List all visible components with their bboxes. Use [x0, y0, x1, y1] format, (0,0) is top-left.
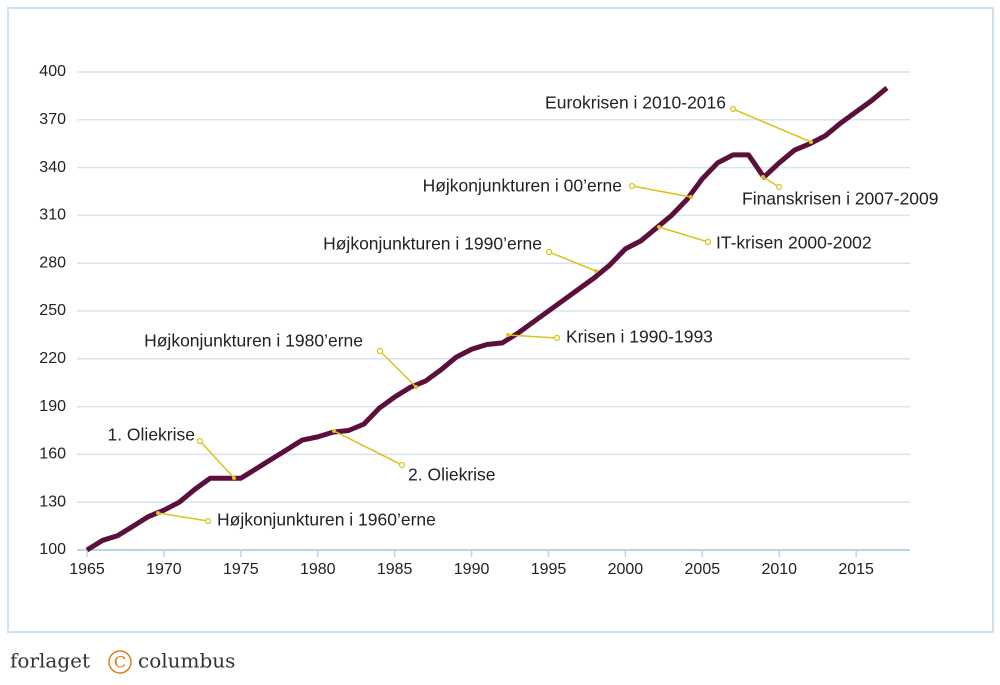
annotation-leader: [548, 251, 597, 272]
annotation-dot: [689, 195, 693, 199]
annotation-leader: [762, 176, 780, 188]
annotation: Højkonjunkturen i 1960’erne: [217, 510, 436, 530]
frame: [7, 7, 994, 633]
annotation: Højkonjunkturen i 1990’erne: [323, 234, 542, 254]
y-tick-label: 100: [39, 541, 66, 558]
y-tick-label: 190: [39, 398, 66, 415]
x-tick-label: 1995: [531, 561, 567, 578]
annotation-end: [376, 347, 384, 355]
annotation-leader: [379, 350, 417, 388]
x-tick-label: 2015: [838, 561, 874, 578]
y-tick-label: 220: [39, 350, 66, 367]
annotation-dot: [761, 175, 765, 179]
annotation-leader: [658, 226, 709, 243]
x-tick-label: 1990: [454, 561, 490, 578]
footer-logo: [108, 650, 132, 674]
annotation-end: [196, 437, 204, 445]
annotation-leader: [333, 430, 403, 466]
annotation-leader: [199, 440, 235, 479]
y-tick-label: 370: [39, 111, 66, 128]
annotation: Eurokrisen i 2010-2016: [545, 93, 726, 113]
annotation-dot: [809, 140, 813, 144]
annotation-dot: [232, 476, 236, 480]
annotation-end: [628, 182, 636, 190]
footer-right: columbus: [138, 649, 235, 673]
annotation: Krisen i 1990-1993: [566, 327, 713, 347]
x-tick-label: 1985: [377, 561, 413, 578]
x-tick-label: 2005: [685, 561, 721, 578]
y-tick-label: 340: [39, 159, 66, 176]
x-tick-label: 1965: [69, 561, 105, 578]
annotation-end: [729, 105, 737, 113]
annotation-leader: [631, 185, 692, 198]
annotation-end: [704, 238, 712, 246]
annotation: Højkonjunkturen i 1980’erne: [144, 331, 363, 351]
annotation-leader: [157, 512, 209, 522]
annotation: 1. Oliekrise: [107, 425, 195, 445]
y-tick-label: 160: [39, 446, 66, 463]
x-tick-label: 1975: [223, 561, 259, 578]
annotation-end: [553, 334, 561, 342]
y-tick-label: 400: [39, 63, 66, 80]
annotation: Højkonjunkturen i 00’erne: [423, 176, 622, 196]
y-tick-label: 130: [39, 493, 66, 510]
annotation-end: [545, 248, 553, 256]
annotation-dot: [156, 511, 160, 515]
x-tick-label: 1980: [300, 561, 336, 578]
annotation-leader: [507, 334, 558, 339]
annotation-end: [204, 517, 212, 525]
annotation: Finanskrisen i 2007-2009: [742, 189, 939, 209]
footer-symbol: C: [114, 653, 126, 672]
annotation: IT-krisen 2000-2002: [716, 233, 872, 253]
y-tick-label: 310: [39, 207, 66, 224]
data-line: [85, 86, 889, 553]
y-tick-label: 250: [39, 302, 66, 319]
x-tick-label: 2000: [608, 561, 644, 578]
annotation-end: [398, 461, 406, 469]
annotation-dot: [657, 225, 661, 229]
footer-left: forlaget: [10, 649, 90, 673]
annotation-end: [775, 183, 783, 191]
y-tick-label: 280: [39, 254, 66, 271]
annotation-dot: [594, 269, 598, 273]
annotation-dot: [332, 429, 336, 433]
annotation: 2. Oliekrise: [408, 465, 496, 485]
annotation-leader: [732, 108, 812, 143]
x-tick-label: 1970: [146, 561, 182, 578]
x-tick-label: 2010: [761, 561, 797, 578]
annotation-dot: [506, 333, 510, 337]
annotation-dot: [414, 385, 418, 389]
